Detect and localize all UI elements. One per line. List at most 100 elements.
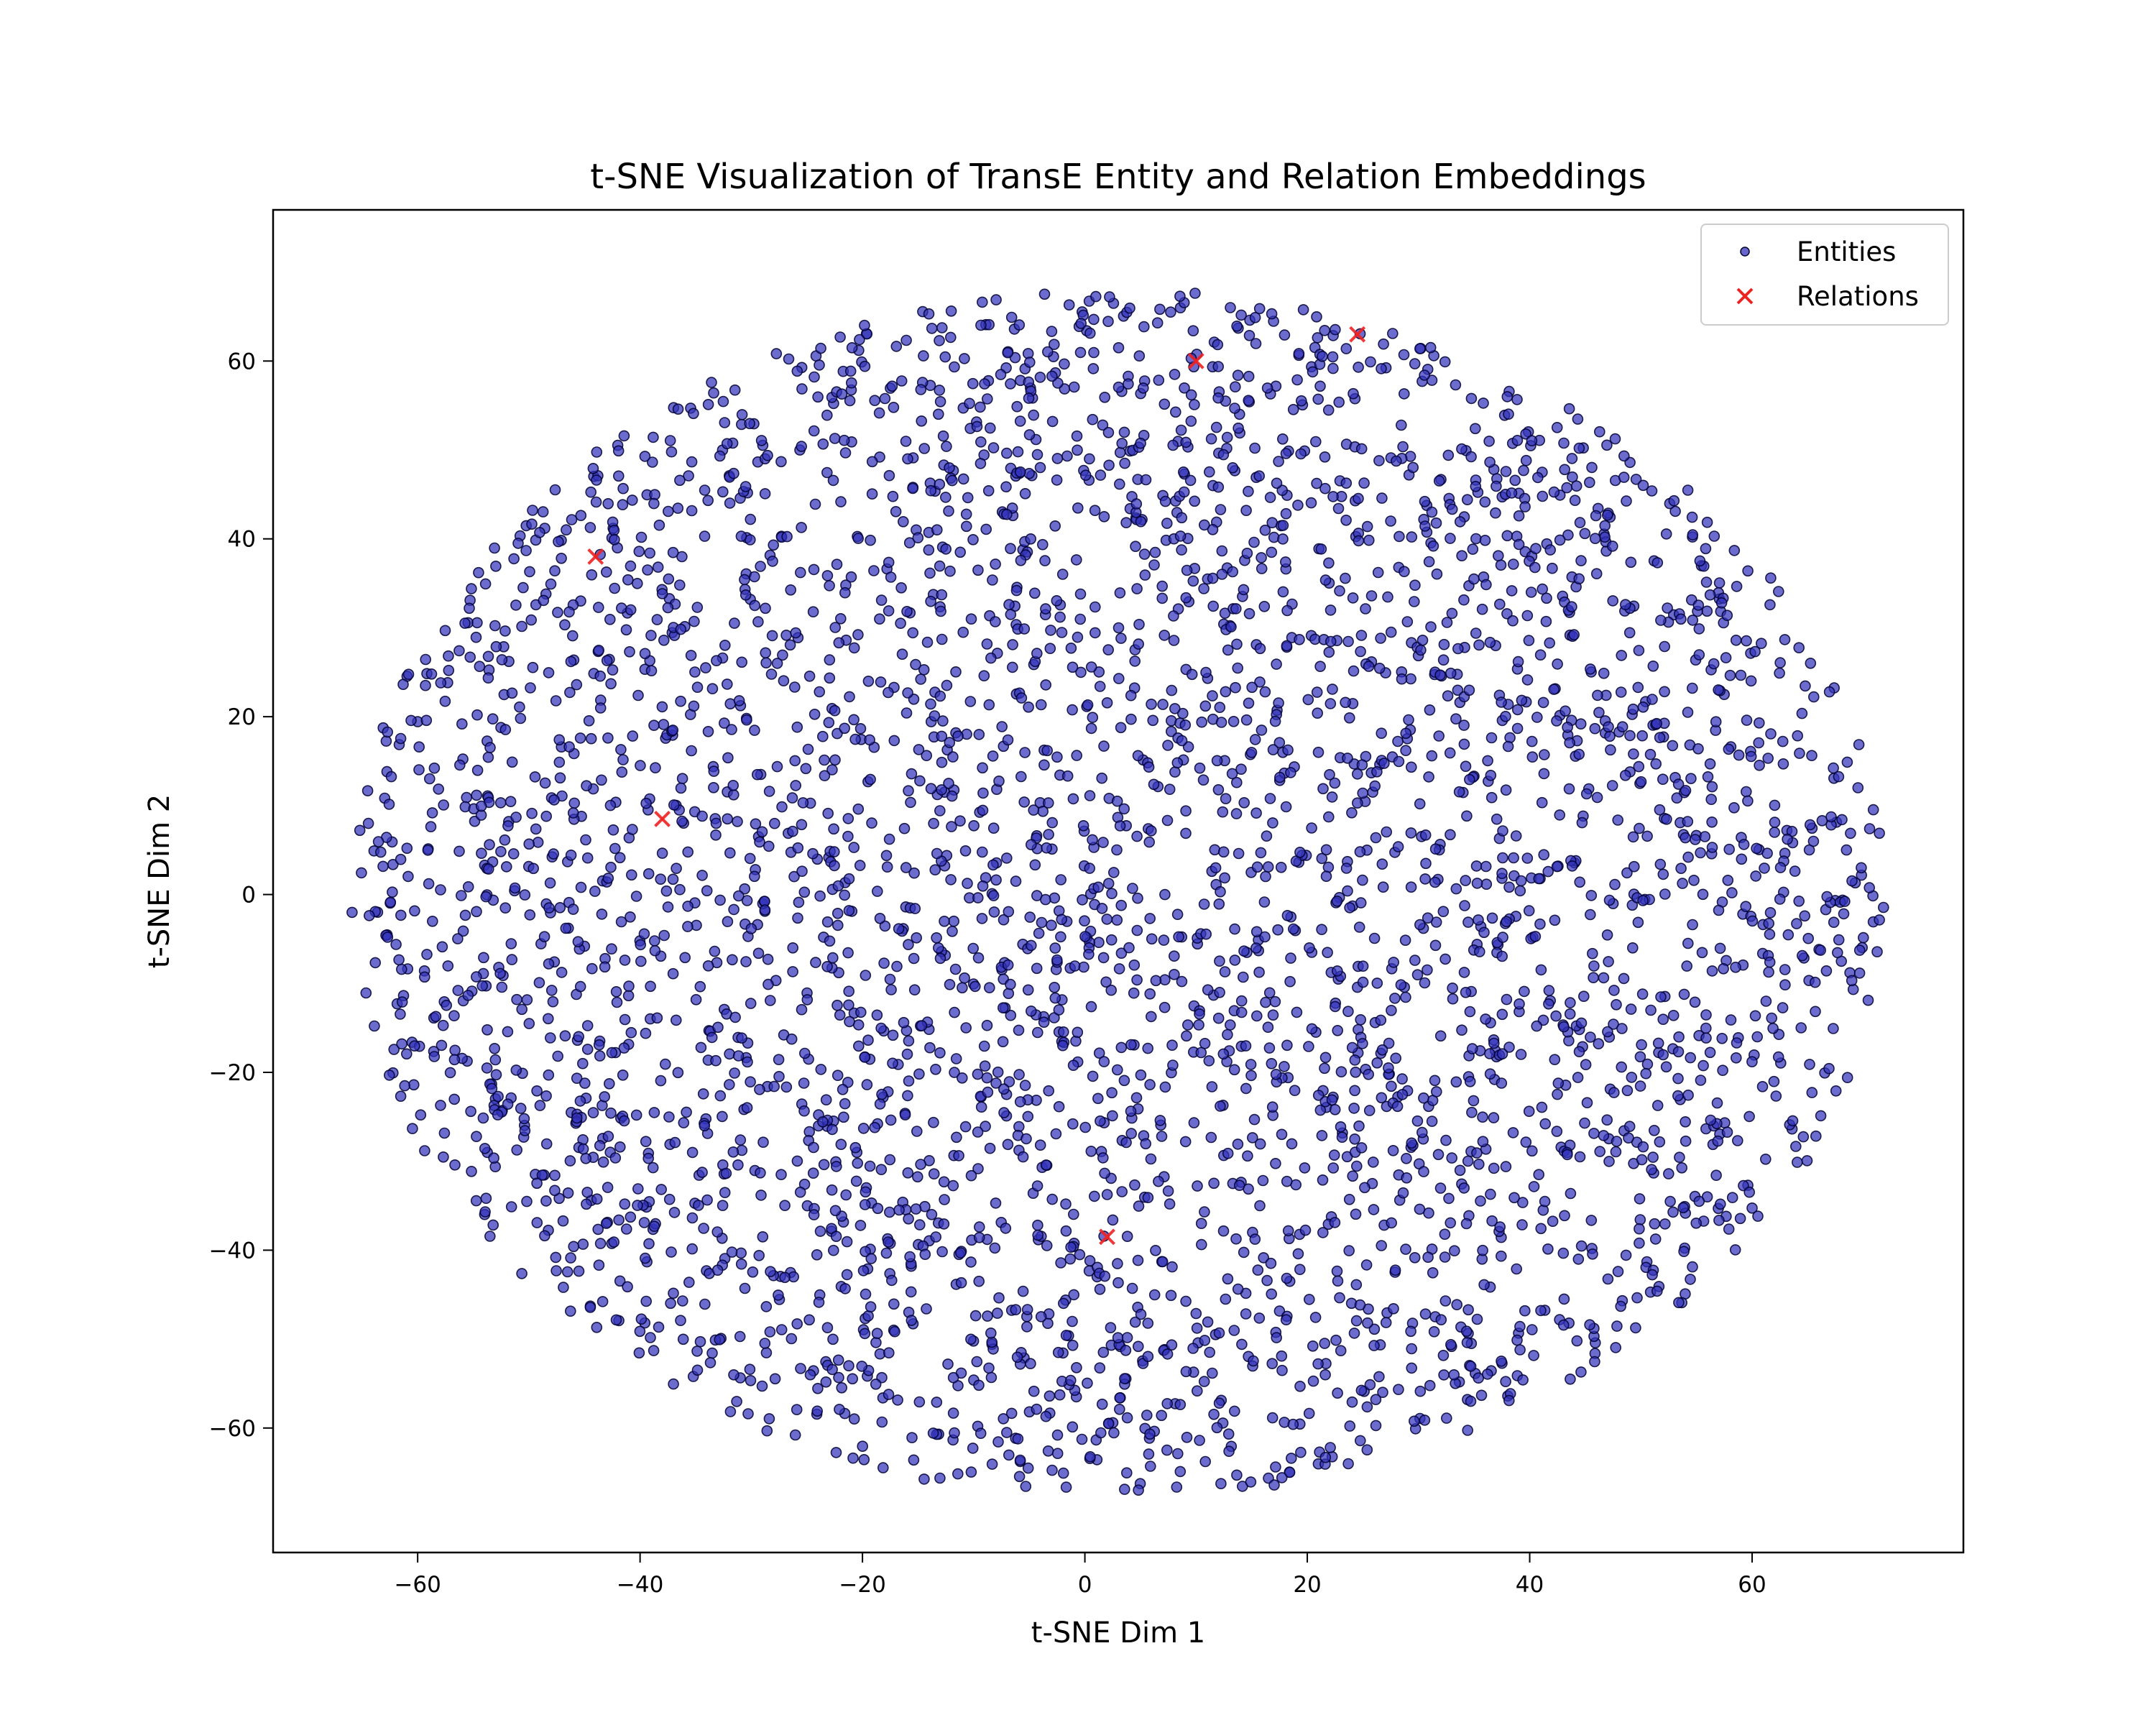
entity-point [952,730,964,742]
entity-point [1142,1042,1153,1054]
entity-point [1594,1146,1606,1157]
entity-point [1501,391,1514,402]
entity-point [1610,1342,1621,1353]
entity-point [1631,1292,1643,1304]
entity-point [1196,1238,1207,1251]
entity-point [1293,348,1305,359]
entity-point [1013,319,1026,331]
entity-point [1640,1067,1651,1080]
entity-point [642,1152,655,1164]
entity-point [749,571,760,583]
entity-point [1713,577,1726,589]
entity-point [667,967,679,980]
entity-point [1377,881,1389,893]
entity-point [452,933,464,944]
entity-point [530,823,542,835]
entity-point [1116,1186,1128,1197]
entity-point [1480,860,1492,873]
entity-point [1565,1187,1577,1200]
entity-point [448,1054,461,1066]
entity-point [1250,338,1262,349]
entity-point [1216,569,1228,580]
entity-point [1212,1012,1225,1024]
entity-point [1634,1051,1646,1063]
entity-point [1511,1263,1522,1275]
entity-point [1276,1364,1288,1376]
entity-point [985,422,996,434]
entity-point [1334,585,1345,597]
entity-point [395,1008,406,1020]
entity-point [1176,512,1188,524]
entity-point [1612,1266,1624,1277]
entity-point [959,972,970,984]
entity-point [1461,1337,1473,1348]
entity-point [383,799,395,810]
entity-point [674,883,686,896]
entity-point [609,582,621,594]
entity-point [1012,1433,1024,1445]
entity-point [1266,1412,1279,1424]
entity-point [1229,402,1240,414]
entity-point [1376,858,1388,870]
entity-point [988,906,1000,918]
entity-point [443,650,454,662]
entity-point [608,524,620,536]
entity-point [1325,1442,1336,1453]
entity-point [895,375,908,387]
entity-point [1371,1057,1383,1069]
entity-point [1257,1174,1269,1187]
entity-point [1507,1127,1519,1138]
entity-point [896,648,908,661]
entity-point [1238,945,1250,957]
entity-point [1599,531,1611,543]
entity-point [883,833,895,845]
entity-point [1445,1217,1456,1229]
entity-point [925,783,937,794]
entity-point [700,662,711,673]
entity-point [1391,1100,1404,1113]
entity-point [1342,1006,1354,1017]
entity-point [1219,966,1231,978]
entity-point [1077,894,1088,906]
entity-point [1700,1032,1712,1044]
entity-point [1704,589,1716,601]
entity-point [1180,1295,1192,1307]
entity-point [1311,686,1323,698]
entity-point [729,1067,740,1079]
entity-point [1254,676,1266,688]
entity-point [808,371,820,383]
entity-point [1682,937,1694,949]
entity-point [630,891,642,902]
entity-point [1429,843,1442,855]
entity-point [1266,308,1278,320]
entity-point [724,847,736,859]
entity-point [1261,830,1273,842]
entity-point [765,995,776,1006]
entity-point [437,1019,449,1031]
entity-point [1484,456,1496,468]
entity-point [1148,559,1160,571]
x-axis-label: t-SNE Dim 1 [1031,1616,1205,1650]
entity-point [549,565,561,577]
entity-point [1621,495,1632,507]
entity-point [1688,875,1700,886]
entity-point [1253,303,1266,315]
entity-point [1094,681,1106,692]
entity-point [1609,433,1621,445]
entity-point [1864,882,1875,893]
entity-point [1277,533,1289,545]
entity-point [740,589,752,601]
entity-point [625,560,637,572]
entity-point [1429,939,1442,952]
entity-point [1002,734,1014,746]
entity-point [1060,1330,1072,1341]
entity-point [1096,772,1107,784]
entity-point [831,908,844,919]
entity-point [1573,1046,1585,1057]
entity-point [733,890,745,902]
entity-point [1769,799,1781,811]
entity-point [1548,684,1560,695]
entity-point [1263,1042,1276,1054]
entity-point [1477,1136,1489,1147]
entity-point [594,1050,606,1062]
